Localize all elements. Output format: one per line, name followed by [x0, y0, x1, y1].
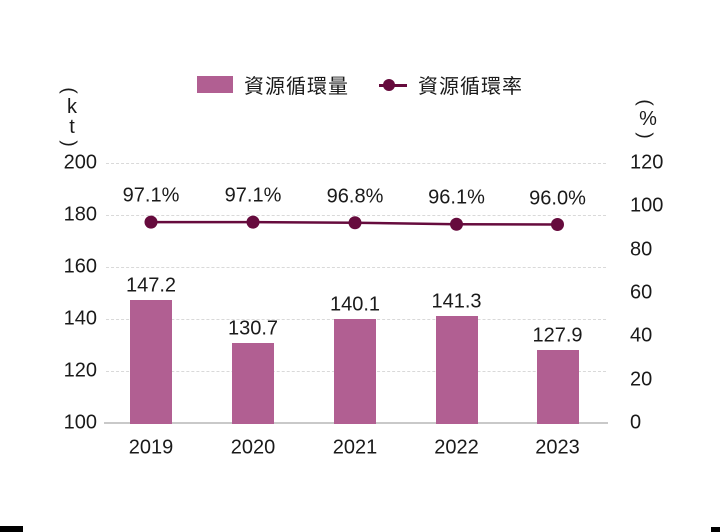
gridline: [106, 266, 606, 268]
legend: 資源循環量 資源循環率: [197, 70, 523, 99]
right-axis-tick-label: 60: [630, 281, 653, 304]
left-axis-tick-label: 160: [63, 255, 97, 278]
percent-label: 96.0%: [529, 187, 586, 209]
bar-value-label: 141.3: [431, 290, 482, 313]
legend-item: 資源循環量: [197, 70, 349, 99]
corner-mark-left: [0, 526, 23, 532]
x-axis-tick-label: 2019: [128, 436, 174, 459]
bar: [435, 315, 478, 424]
right-axis-tick-label: 0: [630, 411, 642, 434]
left-axis-tick-label: 200: [63, 151, 97, 174]
legend-label: 資源循環量: [244, 76, 349, 98]
legend-item: 資源循環率: [379, 70, 523, 99]
trend-point: [144, 215, 158, 229]
trend-point: [348, 216, 362, 230]
bar: [232, 343, 274, 424]
bar-value-label: 147.2: [125, 274, 177, 297]
percent-label: 97.1%: [224, 184, 282, 207]
bar-value-label: 127.9: [532, 324, 583, 347]
legend-bar-swatch-icon: [197, 76, 233, 93]
gridline: [106, 214, 606, 216]
left-axis-tick-label: 120: [63, 359, 97, 382]
right-axis-unit-label: (%): [634, 96, 662, 142]
percent-label: 97.1%: [122, 184, 180, 207]
x-axis-tick-label: 2022: [434, 436, 479, 459]
corner-mark-right: [711, 527, 720, 532]
right-axis-tick-label: 40: [630, 324, 653, 347]
left-axis-tick-label: 140: [63, 307, 97, 330]
x-axis-tick-label: 2020: [230, 436, 276, 459]
bar: [536, 350, 579, 424]
legend-line-dot-icon: [379, 78, 407, 92]
gridline: [106, 162, 606, 164]
trend-point: [450, 217, 463, 231]
x-axis-tick-label: 2021: [332, 436, 378, 459]
axis-unit-char: k: [67, 96, 77, 118]
bar-value-label: 140.1: [329, 293, 381, 316]
percent-label: 96.8%: [326, 185, 384, 208]
axis-unit-char: t: [69, 116, 75, 138]
bar: [334, 318, 376, 424]
legend-label: 資源循環率: [418, 76, 523, 98]
x-axis-tick-label: 2023: [535, 436, 580, 459]
right-axis-tick-label: 100: [630, 194, 664, 217]
bar-value-label: 130.7: [227, 317, 279, 340]
bar: [130, 300, 172, 424]
axis-unit-char: %: [639, 108, 657, 130]
legend-dot: [383, 78, 395, 91]
right-axis-tick-label: 20: [630, 368, 653, 391]
left-axis-tick-label: 180: [63, 203, 97, 226]
left-axis-unit-label: (k t): [58, 84, 86, 150]
right-axis-tick-label: 120: [630, 151, 664, 174]
right-axis-tick-label: 80: [630, 238, 653, 261]
percent-label: 96.1%: [428, 186, 485, 209]
left-axis-tick-label: 100: [63, 411, 97, 434]
trend-point: [551, 218, 564, 231]
trend-point: [246, 215, 260, 229]
